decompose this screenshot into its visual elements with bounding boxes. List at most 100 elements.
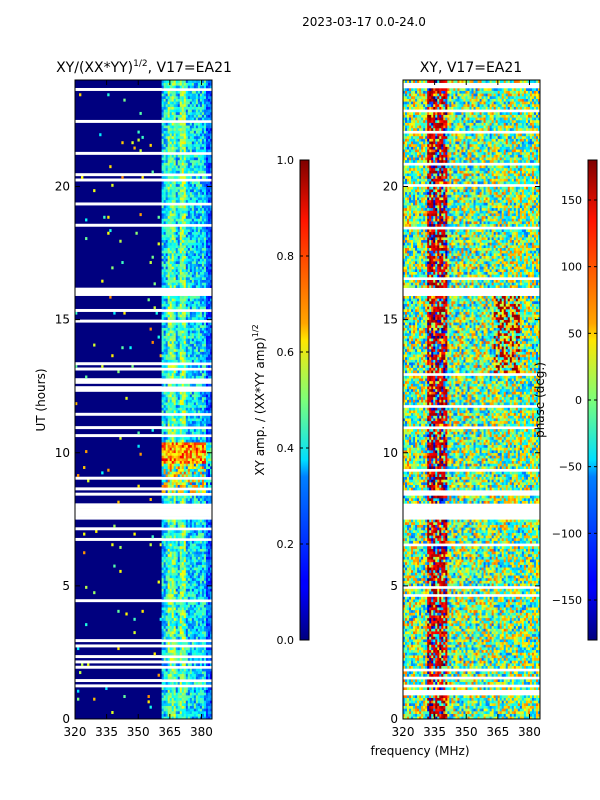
- heatmap-cell: [163, 495, 166, 499]
- heatmap-cell: [179, 689, 183, 693]
- heatmap-cell: [163, 253, 166, 257]
- heatmap-cell: [197, 490, 201, 493]
- heatmap-cell: [199, 133, 203, 137]
- heatmap-cell: [181, 529, 185, 533]
- heatmap-cell: [199, 213, 203, 217]
- heatmap-cell: [207, 687, 211, 691]
- heatmap-cell: [181, 237, 185, 241]
- heatmap-cell: [163, 671, 166, 675]
- heatmap-cell: [197, 548, 201, 552]
- heatmap-cell: [185, 593, 189, 597]
- heatmap-cell: [173, 631, 177, 635]
- heatmap-cell: [185, 529, 189, 533]
- heatmap-cell: [181, 330, 185, 334]
- heatmap-cell: [197, 133, 201, 137]
- heatmap-cell: [163, 127, 166, 131]
- heatmap-cell: [197, 114, 201, 118]
- heatmap-cell: [177, 330, 181, 334]
- heatmap-cell: [203, 548, 207, 552]
- heatmap-cell: [203, 332, 207, 336]
- heatmap-cell: [203, 364, 207, 368]
- heatmap-cell: [167, 237, 170, 241]
- heatmap-cell: [193, 495, 197, 499]
- heatmap-cell: [205, 415, 209, 419]
- heatmap-cell: [197, 364, 201, 368]
- heatmap-cell: [173, 162, 177, 166]
- heatmap-cell: [183, 700, 187, 704]
- heatmap-cell: [179, 133, 183, 137]
- heatmap-cell: [173, 575, 177, 579]
- heatmap-cell: [197, 394, 201, 398]
- heatmap-cell: [201, 495, 205, 499]
- heatmap-cell: [169, 340, 172, 344]
- heatmap-cell: [197, 335, 201, 339]
- heatmap-cell: [195, 553, 199, 557]
- heatmap-cell: [179, 500, 183, 504]
- heatmap-cell: [167, 133, 170, 137]
- heatmap-cell: [209, 205, 213, 209]
- heatmap-cell: [181, 609, 185, 613]
- heatmap-cell: [163, 711, 166, 714]
- heatmap-cell: [185, 428, 189, 432]
- heatmap-cell: [165, 351, 168, 355]
- heatmap-cell: [199, 689, 203, 693]
- heatmap-cell: [203, 191, 207, 195]
- heatmap-cell: [209, 282, 213, 286]
- heatmap-cell: [203, 255, 207, 259]
- heatmap-cell: [169, 109, 172, 113]
- heatmap-cell: [203, 676, 207, 680]
- heatmap-cell: [181, 711, 185, 714]
- heatmap-cell: [171, 199, 175, 203]
- heatmap-cell: [203, 420, 207, 424]
- heatmap-cell: [181, 343, 185, 347]
- heatmap-cell: [165, 716, 168, 720]
- heatmap-cell: [177, 705, 181, 709]
- heatmap-cell: [183, 311, 187, 315]
- heatmap-cell: [209, 234, 213, 238]
- heatmap-cell: [187, 247, 191, 251]
- heatmap-cell: [185, 346, 189, 350]
- heatmap-cell: [171, 314, 175, 318]
- heatmap-cell: [165, 111, 168, 115]
- heatmap-cell: [205, 159, 209, 163]
- heatmap-cell: [177, 628, 181, 632]
- heatmap-cell: [163, 189, 166, 193]
- heatmap-cell: [197, 191, 201, 195]
- heatmap-cell: [177, 500, 181, 504]
- heatmap-cell: [189, 580, 193, 584]
- heatmap-cell: [183, 234, 187, 238]
- heatmap-cell: [203, 359, 207, 363]
- heatmap-cell: [193, 524, 197, 528]
- heatmap-cell: [183, 407, 187, 411]
- heatmap-cell: [177, 636, 181, 640]
- heatmap-cell: [203, 402, 207, 406]
- heatmap-cell: [161, 135, 164, 139]
- heatmap-cell: [191, 127, 195, 131]
- heatmap-cell: [195, 588, 199, 592]
- heatmap-cell: [161, 122, 164, 126]
- heatmap-cell: [197, 591, 201, 595]
- heatmap-cell: [163, 617, 166, 621]
- heatmap-cell: [161, 261, 164, 265]
- heatmap-cell: [209, 330, 213, 334]
- heatmap-cell: [167, 210, 170, 214]
- heatmap-cell: [173, 316, 177, 320]
- heatmap-cell: [207, 229, 211, 233]
- heatmap-cell: [179, 713, 183, 717]
- heatmap-cell: [161, 671, 164, 675]
- heatmap-cell: [169, 143, 172, 147]
- heatmap-cell: [181, 282, 185, 286]
- heatmap-cell: [161, 199, 164, 203]
- heatmap-cell: [207, 338, 211, 342]
- heatmap-cell: [173, 245, 177, 249]
- heatmap-cell: [189, 716, 193, 720]
- heatmap-cell: [193, 652, 197, 656]
- heatmap-cell: [197, 596, 201, 600]
- heatmap-cell: [195, 234, 199, 238]
- heatmap-cell: [205, 322, 209, 326]
- heatmap-cell: [189, 186, 193, 190]
- heatmap-cell: [179, 418, 183, 422]
- heatmap-cell: [167, 474, 170, 478]
- heatmap-cell: [193, 271, 197, 275]
